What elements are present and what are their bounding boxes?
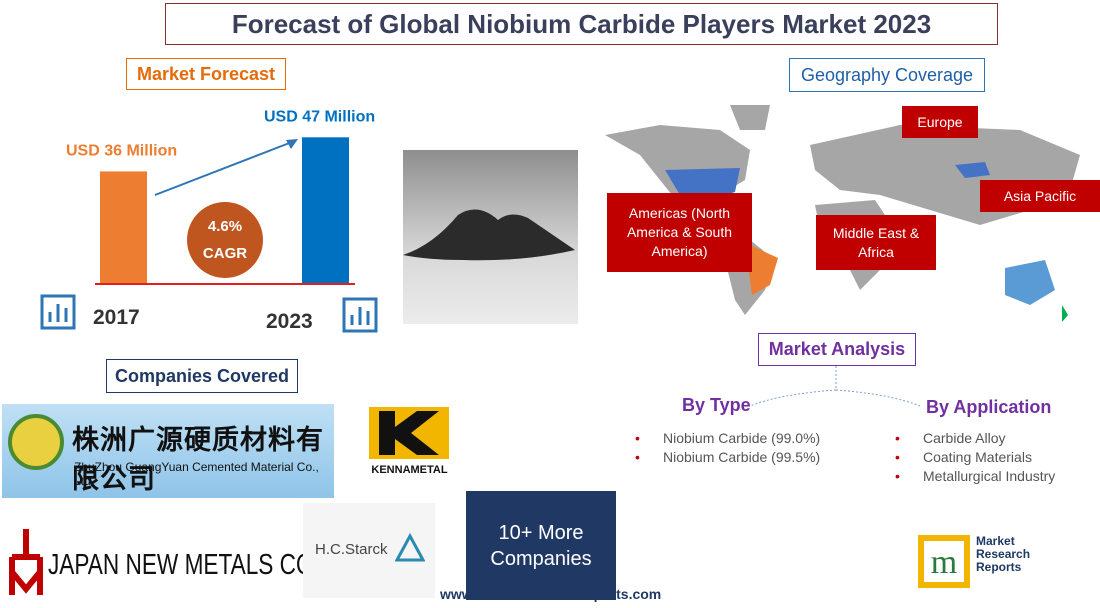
mrr-logo: m Market Research Reports	[916, 533, 1040, 590]
type-list: Niobium Carbide (99.0%) Niobium Carbide …	[635, 430, 820, 465]
region-label: Middle East & Africa	[816, 215, 936, 270]
arrow-head	[286, 139, 298, 149]
brand-word: Market	[976, 534, 1015, 548]
bar-label: USD 47 Million	[264, 108, 375, 125]
cagr-label: CAGR	[203, 245, 247, 262]
application-item: Coating Materials	[895, 449, 1055, 465]
logo-mark	[9, 529, 43, 595]
cagr-circle	[187, 202, 263, 278]
brand-text: Market Research Reports	[976, 535, 1030, 574]
application-item: Carbide Alloy	[895, 430, 1055, 446]
region-label: Europe	[902, 106, 978, 138]
bar	[100, 171, 147, 283]
cagr-value: 4.6%	[208, 218, 242, 235]
logo-mark	[395, 533, 425, 562]
companies-heading: Companies Covered	[106, 359, 298, 393]
logo-mark	[8, 414, 64, 470]
chart-icon	[342, 297, 378, 333]
forecast-heading: Market Forecast	[126, 58, 286, 90]
logo-mark: m	[918, 535, 970, 588]
year-label: 2017	[93, 306, 140, 329]
hcstarck-logo: H.C.Starck	[303, 503, 435, 598]
brand-word: Reports	[976, 560, 1022, 574]
jnm-logo: JAPAN NEW METALS CO., LTD.	[8, 527, 380, 598]
year-label: 2023	[266, 310, 313, 333]
website: www.marketresearchreports.com	[440, 586, 662, 602]
logo-mark	[369, 407, 449, 459]
geography-heading: Geography Coverage	[789, 58, 985, 92]
trend-arrow	[154, 141, 293, 196]
logo-text: H.C.Starck	[315, 541, 388, 558]
analysis-heading: Market Analysis	[758, 333, 916, 366]
more-companies: 10+ More Companies	[466, 491, 616, 600]
analysis-connector	[749, 366, 921, 407]
application-item: Metallurgical Industry	[895, 468, 1055, 484]
bar-label: USD 36 Million	[66, 142, 177, 159]
by-application-heading: By Application	[926, 397, 1052, 417]
application-list: Carbide Alloy Coating Materials Metallur…	[895, 430, 1055, 484]
by-type-heading: By Type	[682, 395, 751, 415]
type-item: Niobium Carbide (99.5%)	[635, 449, 820, 465]
kennametal-logo: KENNAMETAL	[367, 407, 452, 477]
region-label: Americas (North America & South America)	[607, 193, 752, 272]
svg-text:m: m	[931, 544, 957, 581]
bar	[302, 137, 349, 283]
region-label: Asia Pacific	[980, 180, 1100, 212]
powder-image	[403, 150, 578, 324]
type-item: Niobium Carbide (99.0%)	[635, 430, 820, 446]
logo-text: ZhuZhou GuangYuan Cemented Material Co.,…	[74, 460, 319, 488]
title: Forecast of Global Niobium Carbide Playe…	[165, 3, 998, 45]
zhuzhou-logo: 株洲广源硬质材料有限公司 ZhuZhou GuangYuan Cemented …	[2, 404, 334, 498]
logo-text: 株洲广源硬质材料有限公司	[72, 425, 324, 494]
chart-icon	[40, 294, 76, 330]
logo-text: KENNAMETAL	[371, 464, 448, 476]
brand-word: Research	[976, 547, 1031, 561]
forecast-chart: 4.6% CAGR USD 36 Million 2017 USD 47 Milli…	[40, 108, 378, 333]
